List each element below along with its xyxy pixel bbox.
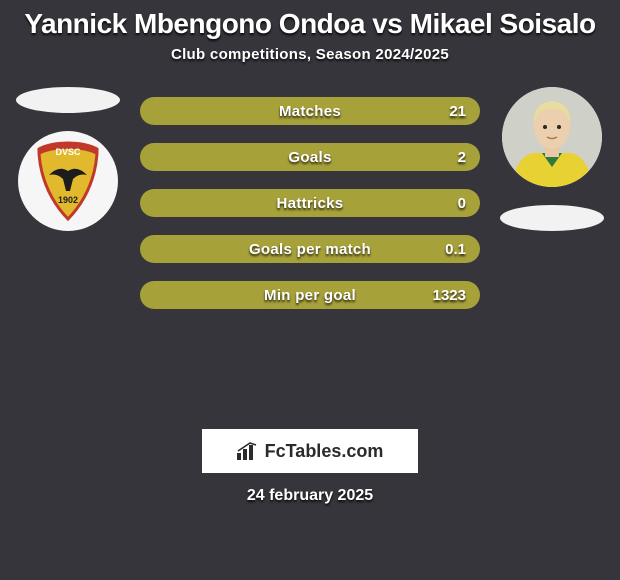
stat-label: Goals (288, 149, 331, 166)
stat-label: Matches (279, 103, 341, 120)
comparison-content: DVSC 1902 (0, 87, 620, 427)
badge-year: 1902 (58, 195, 78, 205)
stat-value-right: 1323 (433, 287, 466, 304)
stat-bar-goals-per-match: Goals per match 0.1 (140, 235, 480, 263)
stat-value-right: 0.1 (445, 241, 466, 258)
blank-ellipse-right (500, 205, 604, 231)
date-text: 24 february 2025 (0, 487, 620, 505)
stat-value-right: 2 (458, 149, 466, 166)
stat-label: Hattricks (277, 195, 344, 212)
player-face-icon (502, 87, 602, 187)
right-player-photo (502, 87, 602, 187)
stat-bar-hattricks: Hattricks 0 (140, 189, 480, 217)
stat-bar-matches: Matches 21 (140, 97, 480, 125)
stat-label: Goals per match (249, 241, 371, 258)
stats-bars: Matches 21 Goals 2 Hattricks 0 Goals per… (140, 97, 480, 327)
left-club-badge: DVSC 1902 (18, 131, 118, 231)
stat-value-right: 21 (449, 103, 466, 120)
subtitle: Club competitions, Season 2024/2025 (0, 46, 620, 63)
stat-bar-goals: Goals 2 (140, 143, 480, 171)
stat-bar-min-per-goal: Min per goal 1323 (140, 281, 480, 309)
dvsc-shield-icon: DVSC 1902 (33, 141, 103, 221)
stat-value-right: 0 (458, 195, 466, 212)
blank-ellipse-left (16, 87, 120, 113)
chart-icon (237, 442, 259, 460)
badge-text: DVSC (55, 147, 81, 157)
stat-label: Min per goal (264, 287, 356, 304)
left-player-column: DVSC 1902 (8, 87, 128, 231)
brand-box[interactable]: FcTables.com (202, 429, 418, 473)
brand-text: FcTables.com (265, 441, 384, 462)
page-title: Yannick Mbengono Ondoa vs Mikael Soisalo (0, 0, 620, 46)
right-player-column (492, 87, 612, 249)
